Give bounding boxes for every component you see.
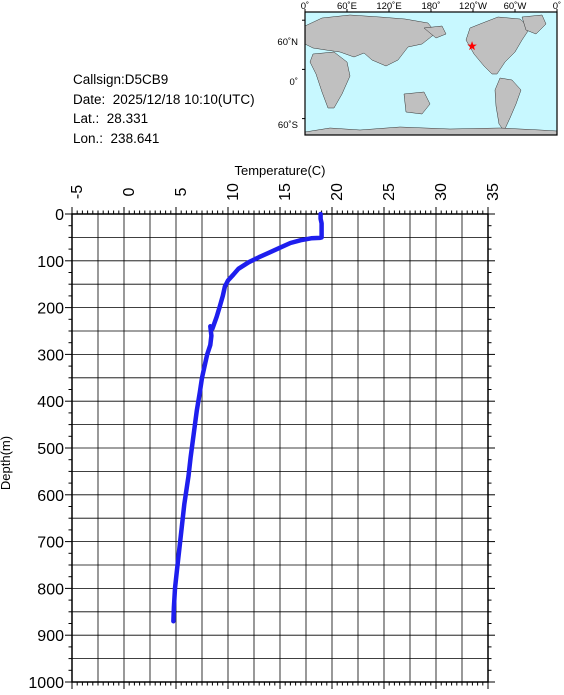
y-axis-label: Depth(m) <box>0 436 13 490</box>
x-tick-label: 10 <box>225 183 242 201</box>
y-tick-label: 700 <box>37 535 64 552</box>
lon-label: Lon.: <box>73 130 104 146</box>
x-tick-label: -5 <box>69 185 86 199</box>
profile-chart-svg: -5 0 5 10 15 20 25 30 35 0 100 200 300 400 500 600 700 8… <box>0 163 502 692</box>
date-label: Date: <box>73 91 106 107</box>
map-lon-label-0: 0˚ <box>301 1 309 12</box>
lat-value: 28.331 <box>106 111 149 127</box>
y-tick-label: 800 <box>37 581 64 598</box>
y-tick-label: 600 <box>37 488 64 505</box>
date-row: Date: 2025/12/18 10:10(UTC) <box>73 90 255 110</box>
map-lat-label-60s: 60˚S <box>278 120 298 131</box>
y-tick-label: 0 <box>55 207 64 224</box>
minor-tick-marks <box>65 207 495 689</box>
x-tick-label: 25 <box>381 183 398 201</box>
x-tick-label: 20 <box>329 183 346 201</box>
y-tick-label: 400 <box>37 394 64 411</box>
y-tick-label: 300 <box>37 347 64 364</box>
date-value: 2025/12/18 10:10(UTC) <box>112 91 255 107</box>
world-map-inset: 0˚ 60˚E 120˚E 180˚ 120˚W 60˚W 0˚ 60˚N 0˚… <box>0 0 564 160</box>
map-lon-label-60e: 60˚E <box>337 1 357 12</box>
x-tick-label: 30 <box>433 183 450 201</box>
map-land <box>305 14 557 135</box>
lat-label: Lat.: <box>73 111 100 127</box>
map-lon-label-120e: 120˚E <box>376 1 401 12</box>
y-tick-label: 100 <box>37 254 64 271</box>
lat-row: Lat.: 28.331 <box>73 109 255 129</box>
temperature-profile-chart: -5 0 5 10 15 20 25 30 35 0 100 200 300 400 500 600 700 8… <box>0 160 564 695</box>
map-lon-label-60w: 60˚W <box>504 1 527 12</box>
x-tick-label: 15 <box>277 183 294 201</box>
x-tick-label: 5 <box>173 187 190 196</box>
y-tick-label: 1000 <box>28 675 64 690</box>
x-axis-label: Temperature(C) <box>234 163 325 178</box>
map-lat-label-60n: 60˚N <box>277 37 298 48</box>
lon-value: 238.641 <box>110 130 160 146</box>
y-tick-label: 200 <box>37 301 64 318</box>
station-info: Callsign:D5CB9 Date: 2025/12/18 10:10(UT… <box>73 70 255 148</box>
y-tick-label: 900 <box>37 628 64 645</box>
x-tick-label: 35 <box>485 183 502 201</box>
temperature-profile-line <box>171 211 324 624</box>
chart-grid <box>71 213 489 683</box>
world-map-svg: 0˚ 60˚E 120˚E 180˚ 120˚W 60˚W 0˚ 60˚N 0˚… <box>277 1 561 136</box>
star-icon <box>467 41 477 51</box>
y-tick-label: 500 <box>37 441 64 458</box>
map-lon-label-120w: 120˚W <box>459 1 487 12</box>
map-lon-label-180: 180˚ <box>421 1 440 12</box>
x-tick-labels: -5 0 5 10 15 20 25 30 35 <box>69 183 502 201</box>
x-tick-label: 0 <box>121 187 138 196</box>
map-lat-label-0: 0˚ <box>290 77 298 88</box>
map-lon-label-0-right: 0˚ <box>553 1 561 12</box>
map-tick-marks <box>302 9 558 120</box>
y-tick-labels: 0 100 200 300 400 500 600 700 800 900 1000 <box>28 207 64 692</box>
callsign-text: Callsign:D5CB9 <box>73 72 169 87</box>
lon-row: Lon.: 238.641 <box>73 129 255 149</box>
